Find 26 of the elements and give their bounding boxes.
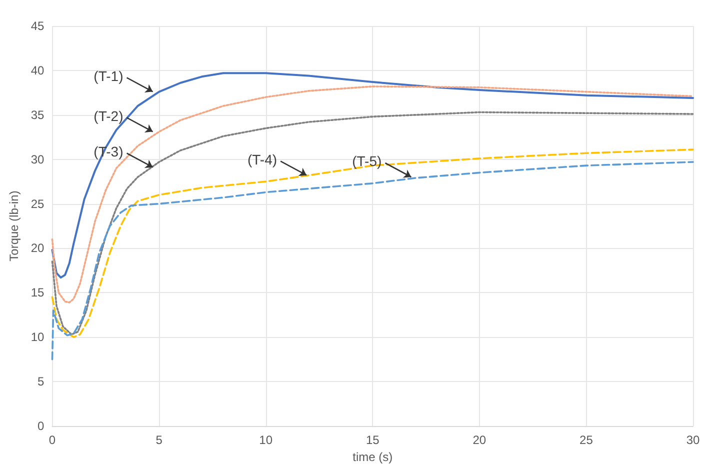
x-tick-label: 0 [48, 433, 56, 447]
y-tick-label: 25 [30, 196, 45, 211]
line-series [51, 86, 694, 304]
annotation: (T-2) [94, 108, 124, 124]
y-tick-label: 5 [38, 374, 45, 389]
annotation: (T-5) [352, 153, 382, 170]
y-axis-title: Torque (lb-in) [7, 190, 21, 262]
x-tick-label: 25 [580, 433, 594, 447]
x-tick-label: 30 [686, 433, 700, 447]
y-tick-label: 0 [38, 419, 45, 433]
y-tick-label: 10 [30, 330, 45, 344]
y-tick-label: 35 [30, 108, 45, 122]
x-axis-title: time (s) [352, 450, 393, 464]
line-series [51, 111, 694, 336]
y-tick-label: 30 [30, 152, 45, 166]
annotation: (T-4) [247, 151, 278, 168]
x-tick-label: 10 [259, 433, 273, 447]
y-tick-label: 40 [30, 63, 45, 78]
y-tick-label: 15 [30, 286, 45, 300]
y-tick-label: 45 [30, 19, 45, 33]
x-tick-label: 20 [472, 433, 486, 447]
line-series [51, 72, 694, 279]
x-tick-label: 15 [366, 433, 380, 447]
annotation: (T-1) [94, 68, 124, 84]
x-tick-label: 5 [156, 433, 163, 447]
y-tick-label: 20 [30, 241, 45, 256]
